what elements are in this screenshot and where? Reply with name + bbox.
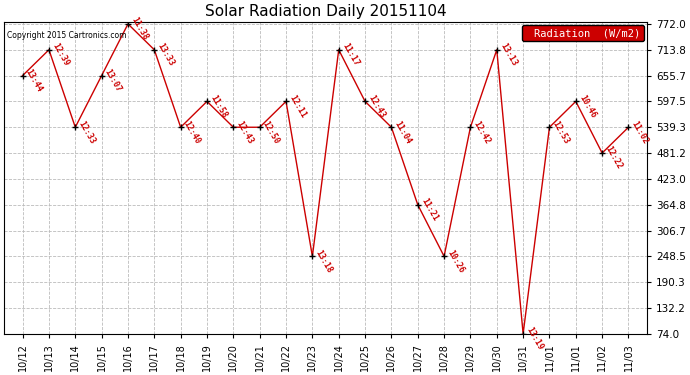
Text: 12:22: 12:22 — [604, 145, 624, 171]
Text: 12:50: 12:50 — [261, 119, 282, 146]
Text: 13:18: 13:18 — [314, 248, 334, 274]
Text: 13:13: 13:13 — [498, 42, 518, 68]
Text: 11:21: 11:21 — [419, 196, 440, 223]
Text: 11:02: 11:02 — [630, 119, 650, 146]
Text: 13:07: 13:07 — [103, 68, 124, 94]
Title: Solar Radiation Daily 20151104: Solar Radiation Daily 20151104 — [205, 4, 446, 19]
Text: 13:33: 13:33 — [156, 42, 176, 68]
Text: 10:46: 10:46 — [577, 93, 598, 120]
Text: Copyright 2015 Cartronics.com: Copyright 2015 Cartronics.com — [8, 31, 127, 40]
Text: 12:40: 12:40 — [182, 119, 202, 146]
Text: 11:38: 11:38 — [129, 16, 150, 42]
Text: 13:19: 13:19 — [524, 326, 544, 352]
Text: 12:39: 12:39 — [50, 42, 70, 68]
Text: 13:44: 13:44 — [24, 68, 44, 94]
Text: 12:43: 12:43 — [235, 119, 255, 146]
Text: 12:11: 12:11 — [287, 93, 308, 120]
Text: 12:53: 12:53 — [551, 119, 571, 146]
Legend: Radiation  (W/m2): Radiation (W/m2) — [522, 25, 644, 41]
Text: 12:33: 12:33 — [77, 119, 97, 146]
Text: 10:26: 10:26 — [446, 248, 466, 274]
Text: 11:58: 11:58 — [208, 93, 228, 120]
Text: 11:17: 11:17 — [340, 42, 360, 68]
Text: 12:42: 12:42 — [472, 119, 492, 146]
Text: 12:43: 12:43 — [366, 93, 386, 120]
Text: 11:04: 11:04 — [393, 119, 413, 146]
